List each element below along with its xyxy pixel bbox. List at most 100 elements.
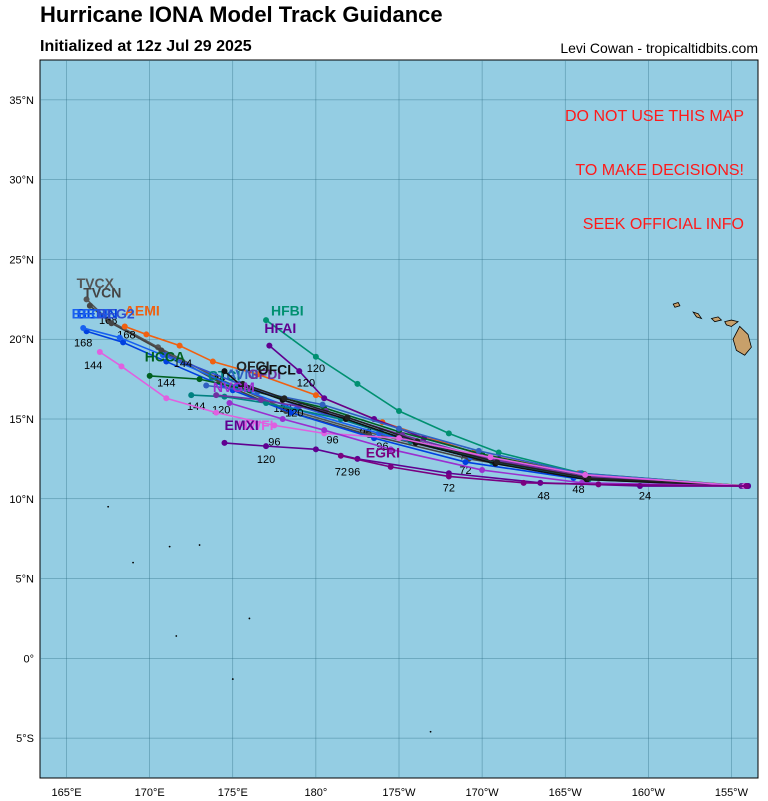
model-name-label: EMXI [224, 417, 258, 433]
model-name-label: HFBI [271, 302, 304, 318]
track-point [520, 479, 527, 486]
track-point [146, 372, 153, 379]
track-point [221, 439, 228, 446]
track-point [743, 483, 750, 490]
track-point [83, 296, 90, 303]
warning-line-3: SEEK OFFICIAL INFO [582, 216, 744, 233]
track-point [163, 395, 170, 402]
warning-line-1: DO NOT USE THIS MAP [565, 108, 744, 125]
track-point [279, 416, 286, 422]
lon-tick-label: 165°W [549, 787, 583, 799]
lon-tick-label: 170°W [466, 787, 500, 799]
track-point [495, 449, 502, 456]
model-name-label: NVGM [213, 379, 255, 395]
warning-text: DO NOT USE THIS MAP TO MAKE DECISIONS! S… [565, 72, 744, 252]
track-point [312, 353, 319, 360]
track-point [163, 352, 170, 359]
track-point [479, 467, 486, 474]
track-line [223, 370, 747, 487]
forecast-hour-label: 72 [443, 483, 455, 495]
atoll-dot [231, 678, 234, 680]
forecast-hour-label: 120 [307, 363, 325, 375]
model-tracks: 487296120144168TVCXTVCN168AEMI168BEMNBEG… [72, 275, 752, 503]
track-point [462, 459, 469, 466]
track-point [494, 459, 501, 466]
lat-tick-label: 30°N [9, 175, 34, 187]
track-point [158, 347, 165, 354]
track-point [263, 317, 270, 324]
model-name-label: BEMN [77, 305, 118, 321]
island-shape [692, 311, 703, 320]
track-point [239, 380, 246, 387]
lon-tick-label: 180° [305, 787, 328, 799]
track-point [281, 395, 288, 402]
track-point [636, 483, 643, 490]
lat-tick-label: 5°N [16, 574, 35, 586]
track-hwfi: 96 96 144 HWFI [84, 348, 748, 490]
land-masses [107, 302, 752, 733]
model-name-label: CTCI [208, 368, 241, 384]
track-point [312, 446, 319, 453]
model-name-label: HCCA [145, 349, 185, 365]
model-name-label: HFAI [264, 320, 296, 336]
track-point [312, 392, 319, 399]
track-point [582, 471, 589, 478]
warning-line-2: TO MAKE DECISIONS! [575, 162, 744, 179]
model-name-label: EGRI [366, 444, 400, 460]
track-point [271, 422, 278, 429]
axis-labels: 165°E 170°E 175°E 180° 175°W 170°W 165°W 160°W 1… [9, 95, 748, 799]
track-point [213, 409, 220, 416]
model-name-label: AEMI [125, 302, 160, 318]
track-point [475, 447, 482, 454]
lat-tick-label: 10°N [9, 494, 34, 506]
track-point [266, 342, 273, 349]
forecast-hour-label: 96 [348, 467, 360, 479]
track-point [203, 382, 210, 389]
track-point [321, 427, 328, 434]
lat-tick-label: 15°N [9, 414, 34, 426]
page-subtitle: Initialized at 12z Jul 29 2025 [40, 38, 252, 55]
track-point [296, 368, 303, 375]
track-point [143, 331, 150, 338]
atoll-dot [429, 730, 432, 733]
track-point [116, 334, 123, 341]
track-point [209, 358, 216, 365]
lat-tick-label: 25°N [9, 254, 34, 266]
track-egri: 72 EGRI [335, 444, 750, 490]
track-point [213, 392, 220, 399]
track-line [340, 454, 747, 487]
track-point [396, 408, 402, 415]
atoll-dot [132, 561, 134, 564]
forecast-hour-label: 96 [268, 436, 280, 448]
track-point [445, 430, 452, 437]
track-point [287, 409, 294, 416]
lat-tick-label: 20°N [9, 334, 34, 346]
model-name-label: BEGF [72, 305, 111, 321]
atoll-dot [198, 544, 201, 546]
track-point [80, 325, 87, 332]
track-point [396, 435, 402, 442]
forecast-hour-label: 168 [74, 337, 92, 349]
track-point [319, 401, 326, 408]
track-point [86, 302, 93, 309]
track-point [258, 396, 265, 403]
lon-tick-label: 160°W [632, 787, 666, 799]
track-point [196, 376, 203, 383]
lon-tick-label: 165°E [52, 787, 82, 799]
forecast-hour-label: 144 [174, 358, 192, 370]
lon-tick-label: 170°E [135, 787, 165, 799]
track-point [226, 400, 233, 407]
track-point [121, 323, 128, 330]
credit-text: Levi Cowan - tropicaltidbits.com [560, 40, 758, 56]
track-point [263, 443, 270, 450]
track-point [344, 414, 351, 421]
forecast-hour-label: 48 [572, 484, 584, 496]
track-point [337, 452, 344, 459]
track-point [354, 380, 361, 387]
lat-tick-label: 0° [23, 653, 34, 665]
lon-tick-label: 175°E [218, 787, 248, 799]
model-name-label: OFCI [236, 358, 269, 374]
track-point [221, 368, 228, 375]
atoll-dot [248, 617, 251, 620]
